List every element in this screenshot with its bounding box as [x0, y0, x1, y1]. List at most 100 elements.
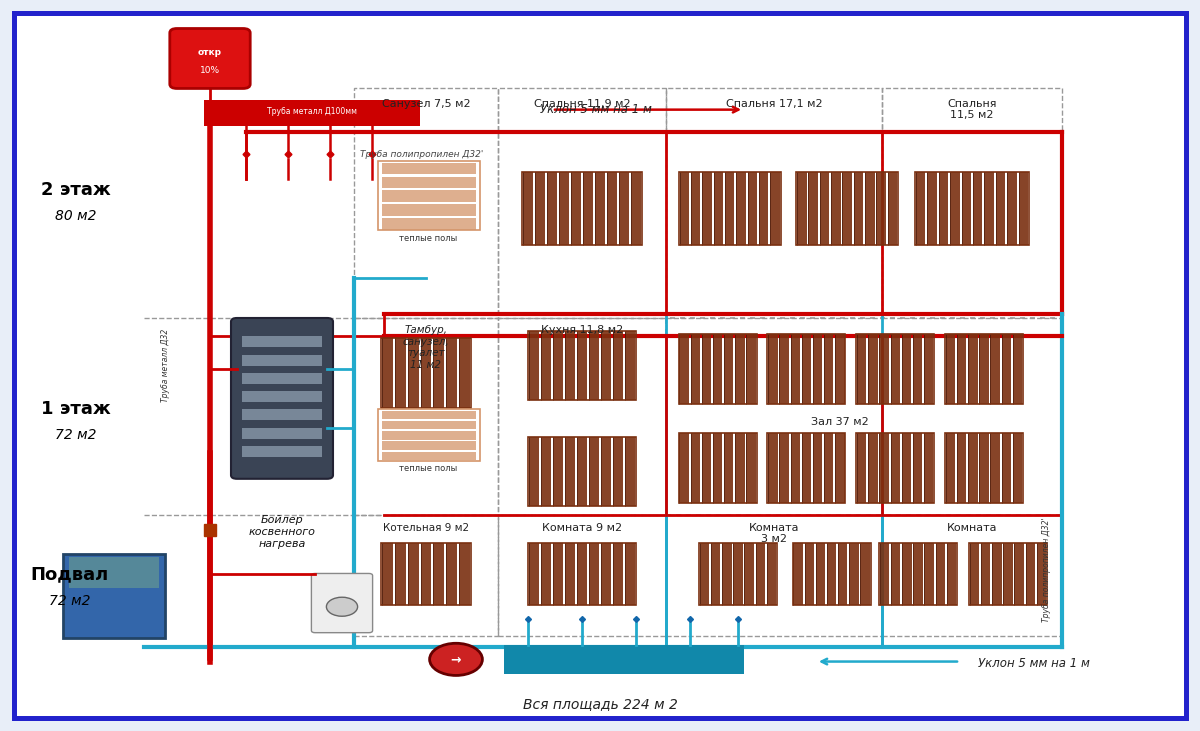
- Bar: [204, 100, 420, 126]
- Bar: [528, 330, 636, 401]
- Text: откр: откр: [198, 48, 222, 57]
- Bar: [857, 433, 935, 503]
- Bar: [802, 335, 811, 404]
- Text: теплые полы: теплые полы: [400, 234, 457, 243]
- Bar: [553, 542, 563, 605]
- Bar: [446, 542, 457, 605]
- Bar: [724, 433, 733, 503]
- Bar: [1037, 542, 1046, 605]
- Bar: [768, 335, 846, 404]
- Bar: [722, 542, 732, 605]
- Bar: [498, 318, 666, 515]
- Bar: [820, 172, 829, 245]
- Text: Комната 9 м2: Комната 9 м2: [542, 523, 622, 533]
- Bar: [408, 338, 419, 407]
- Bar: [768, 433, 778, 503]
- Bar: [869, 335, 877, 404]
- Bar: [559, 172, 569, 245]
- Bar: [601, 437, 611, 506]
- Bar: [768, 335, 778, 404]
- Bar: [880, 335, 889, 404]
- Bar: [595, 172, 605, 245]
- Bar: [691, 433, 700, 503]
- Text: Вся площадь 224 м 2: Вся площадь 224 м 2: [522, 697, 678, 711]
- Bar: [679, 172, 781, 245]
- Bar: [382, 176, 476, 188]
- Bar: [354, 515, 498, 636]
- Bar: [382, 542, 392, 605]
- FancyBboxPatch shape: [311, 573, 372, 633]
- Bar: [938, 172, 948, 245]
- Bar: [793, 542, 803, 605]
- Text: 2 этаж: 2 этаж: [41, 181, 110, 199]
- Bar: [583, 172, 593, 245]
- Bar: [565, 542, 575, 605]
- Bar: [242, 391, 322, 402]
- Bar: [733, 542, 743, 605]
- Text: Уклон 5 мм на 1 м: Уклон 5 мм на 1 м: [978, 657, 1090, 670]
- Bar: [679, 172, 689, 245]
- Bar: [382, 452, 476, 460]
- Bar: [780, 433, 788, 503]
- Bar: [901, 335, 911, 404]
- Bar: [242, 355, 322, 366]
- Bar: [1026, 542, 1034, 605]
- Circle shape: [326, 597, 358, 616]
- Bar: [838, 542, 847, 605]
- Bar: [968, 335, 978, 404]
- Bar: [882, 515, 1062, 636]
- Bar: [679, 335, 757, 404]
- Bar: [946, 335, 955, 404]
- Bar: [713, 433, 722, 503]
- Bar: [902, 542, 912, 605]
- Bar: [613, 330, 623, 401]
- Bar: [382, 204, 476, 216]
- Bar: [535, 172, 545, 245]
- Bar: [504, 645, 744, 674]
- FancyBboxPatch shape: [64, 554, 166, 637]
- Bar: [522, 172, 642, 245]
- Text: 80 м2: 80 м2: [55, 208, 96, 223]
- Bar: [547, 172, 557, 245]
- Text: 10%: 10%: [200, 66, 220, 75]
- Text: теплые полы: теплые полы: [400, 464, 457, 473]
- Bar: [958, 433, 966, 503]
- Bar: [553, 330, 563, 401]
- Text: Труба металл Д100мм: Труба металл Д100мм: [266, 107, 358, 116]
- Bar: [382, 542, 470, 605]
- Bar: [679, 433, 757, 503]
- Bar: [982, 542, 990, 605]
- Bar: [816, 542, 826, 605]
- Bar: [979, 335, 989, 404]
- Bar: [797, 172, 898, 245]
- Bar: [857, 433, 866, 503]
- Bar: [382, 190, 476, 202]
- Bar: [853, 172, 863, 245]
- Bar: [577, 542, 587, 605]
- Bar: [601, 542, 611, 605]
- Bar: [802, 433, 811, 503]
- Bar: [242, 409, 322, 420]
- Bar: [589, 437, 599, 506]
- Bar: [936, 542, 944, 605]
- Bar: [70, 557, 158, 588]
- Bar: [1003, 542, 1013, 605]
- Bar: [857, 335, 935, 404]
- Bar: [565, 437, 575, 506]
- Bar: [382, 442, 476, 450]
- Bar: [901, 433, 911, 503]
- Bar: [565, 330, 575, 401]
- Bar: [984, 172, 994, 245]
- Bar: [916, 172, 1030, 245]
- Bar: [946, 335, 1024, 404]
- Text: Комната: Комната: [947, 523, 997, 533]
- Bar: [746, 335, 756, 404]
- FancyBboxPatch shape: [14, 13, 1186, 718]
- Bar: [589, 542, 599, 605]
- Bar: [382, 411, 476, 419]
- Bar: [625, 542, 635, 605]
- Bar: [809, 172, 818, 245]
- Bar: [880, 542, 889, 605]
- Bar: [395, 542, 406, 605]
- Bar: [744, 542, 754, 605]
